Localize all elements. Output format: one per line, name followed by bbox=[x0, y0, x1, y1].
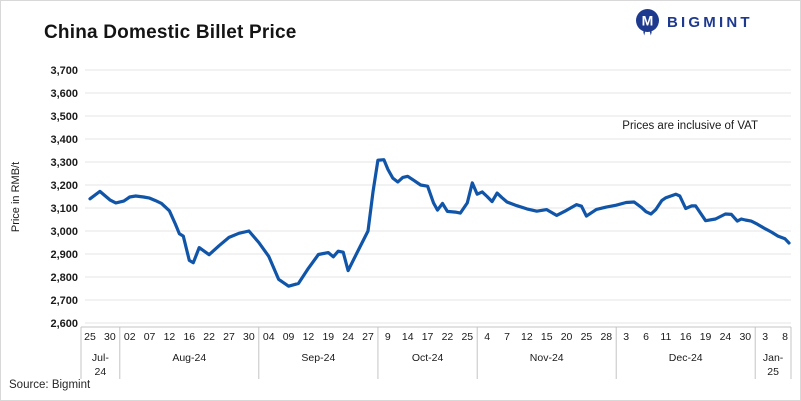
x-day-label: 4 bbox=[484, 331, 490, 343]
x-day-label: 19 bbox=[322, 331, 334, 343]
y-tick-label: 3,300 bbox=[50, 157, 78, 169]
x-day-label: 30 bbox=[243, 331, 255, 343]
x-day-label: 02 bbox=[124, 331, 136, 343]
y-tick-label: 3,200 bbox=[50, 180, 78, 192]
x-day-label: 19 bbox=[700, 331, 712, 343]
month-label: Oct-24 bbox=[412, 352, 444, 364]
y-tick-label: 2,700 bbox=[50, 295, 78, 307]
x-day-label: 25 bbox=[84, 331, 96, 343]
x-day-label: 27 bbox=[223, 331, 235, 343]
y-tick-label: 2,900 bbox=[50, 249, 78, 261]
x-day-label: 11 bbox=[660, 331, 671, 343]
month-label: Sep-24 bbox=[301, 352, 335, 364]
price-series-line bbox=[88, 158, 791, 288]
y-tick-label: 3,500 bbox=[50, 111, 78, 123]
x-day-label: 24 bbox=[342, 331, 354, 343]
page-title: China Domestic Billet Price bbox=[44, 22, 297, 43]
source-note: Source: Bigmint bbox=[9, 379, 91, 391]
x-day-label: 3 bbox=[762, 331, 768, 343]
x-day-label: 22 bbox=[442, 331, 454, 343]
x-day-label: 12 bbox=[164, 331, 176, 343]
x-day-label: 30 bbox=[104, 331, 116, 343]
vat-annotation: Prices are inclusive of VAT bbox=[622, 120, 758, 132]
y-tick-label: 3,600 bbox=[50, 88, 78, 100]
bigmint-logo-icon: M bbox=[636, 9, 659, 36]
x-day-label: 04 bbox=[263, 331, 275, 343]
month-label: 24 bbox=[95, 366, 107, 378]
y-tick-label: 2,800 bbox=[50, 272, 78, 284]
bigmint-logo: M BIGMINT bbox=[635, 9, 753, 36]
svg-text:M: M bbox=[642, 13, 654, 29]
x-day-label: 25 bbox=[581, 331, 593, 343]
y-tick-label: 3,100 bbox=[50, 203, 78, 215]
x-day-label: 24 bbox=[720, 331, 732, 343]
x-day-label: 30 bbox=[739, 331, 751, 343]
x-day-label: 3 bbox=[623, 331, 629, 343]
x-day-label: 12 bbox=[521, 331, 533, 343]
month-label: 25 bbox=[767, 366, 779, 378]
x-day-label: 7 bbox=[504, 331, 510, 343]
x-day-label: 15 bbox=[541, 331, 553, 343]
month-label: Jan- bbox=[763, 352, 784, 364]
x-day-label: 22 bbox=[203, 331, 215, 343]
x-day-label: 14 bbox=[402, 331, 414, 343]
y-tick-label: 2,600 bbox=[50, 318, 78, 330]
month-label: Jul- bbox=[92, 352, 109, 364]
x-day-label: 09 bbox=[283, 331, 295, 343]
x-day-label: 07 bbox=[144, 331, 156, 343]
y-axis-title: Price in RMB/t bbox=[10, 162, 22, 232]
y-tick-label: 3,700 bbox=[50, 65, 78, 77]
x-day-label: 6 bbox=[643, 331, 649, 343]
x-day-label: 25 bbox=[461, 331, 473, 343]
month-label: Dec-24 bbox=[669, 352, 703, 364]
x-day-label: 27 bbox=[362, 331, 374, 343]
month-label: Nov-24 bbox=[530, 352, 564, 364]
month-label: Aug-24 bbox=[172, 352, 206, 364]
x-day-label: 16 bbox=[183, 331, 195, 343]
x-day-label: 8 bbox=[782, 331, 788, 343]
x-day-label: 28 bbox=[600, 331, 612, 343]
x-day-label: 20 bbox=[561, 331, 573, 343]
x-day-label: 17 bbox=[422, 331, 434, 343]
x-day-label: 9 bbox=[385, 331, 391, 343]
y-tick-label: 3,000 bbox=[50, 226, 78, 238]
y-tick-label: 3,400 bbox=[50, 134, 78, 146]
x-day-label: 12 bbox=[303, 331, 315, 343]
bigmint-logo-text: BIGMINT bbox=[667, 14, 753, 31]
x-day-label: 16 bbox=[680, 331, 692, 343]
